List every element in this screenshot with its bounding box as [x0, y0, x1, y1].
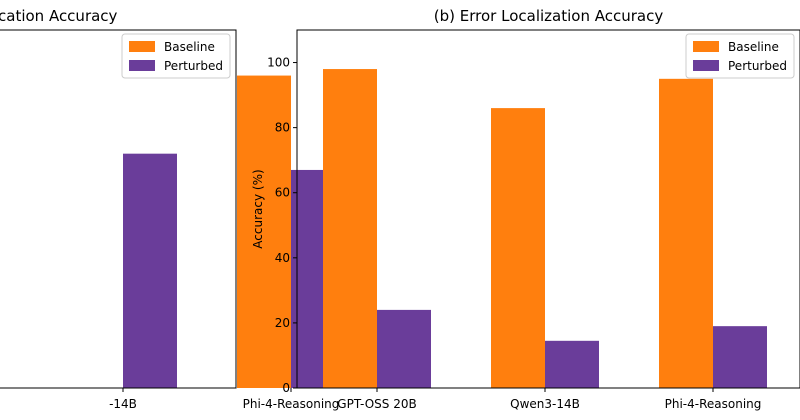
y-tick-label-40: 40	[275, 251, 290, 265]
panel-b-error-localization: (b) Error Localization Accuracy Accuracy…	[251, 7, 800, 411]
legend-swatch-perturbed	[129, 60, 155, 71]
panel-a-bars	[123, 75, 345, 389]
axes-frame	[296, 29, 800, 389]
bar-perturbed-gpt-oss-20b	[377, 309, 431, 388]
x-tick-label-qwen3-14b: Qwen3-14B	[510, 397, 580, 411]
y-tick-label-60: 60	[275, 186, 290, 200]
panel-a-title: cation Accuracy	[0, 7, 118, 25]
bar-baseline-qwen3-14b	[491, 108, 545, 388]
y-tick-label-0: 0	[282, 381, 290, 395]
panel-b-x-ticks: GPT-OSS 20B Qwen3-14B Phi-4-Reasoning	[337, 388, 761, 411]
x-tick-label-qwen3-14b: -14B	[109, 397, 137, 411]
panel-b-axes	[296, 29, 800, 389]
legend-swatch-baseline	[129, 41, 155, 52]
axes-frame	[0, 29, 237, 389]
y-tick-label-80: 80	[275, 121, 290, 135]
legend-swatch-baseline	[693, 41, 719, 52]
panel-a-legend: Baseline Perturbed	[121, 33, 231, 79]
bar-baseline-phi-4-reasoning	[659, 78, 713, 389]
legend-label-baseline: Baseline	[728, 40, 779, 54]
x-tick-label-gpt-oss-20b: GPT-OSS 20B	[337, 397, 416, 411]
panel-b-y-ticks: 0 20 40 60 80 100	[267, 56, 297, 395]
bar-perturbed-qwen3-14b	[545, 340, 599, 388]
y-tick-label-100: 100	[267, 56, 290, 70]
bar-perturbed-qwen3-14b	[123, 153, 177, 388]
panel-a-x-ticks: -14B Phi-4-Reasoning	[109, 388, 340, 411]
bar-baseline-gpt-oss-20b	[323, 69, 377, 389]
legend-label-perturbed: Perturbed	[164, 59, 223, 73]
panel-b-y-axis-label: Accuracy (%)	[251, 169, 265, 248]
y-tick-label-20: 20	[275, 316, 290, 330]
legend-label-baseline: Baseline	[164, 40, 215, 54]
x-tick-label-phi-4-reasoning: Phi-4-Reasoning	[665, 397, 762, 411]
bar-perturbed-phi-4-reasoning	[713, 326, 767, 388]
legend-swatch-perturbed	[693, 60, 719, 71]
legend-label-perturbed: Perturbed	[728, 59, 787, 73]
panel-b-title: (b) Error Localization Accuracy	[434, 7, 664, 25]
x-tick-label-phi-4-reasoning: Phi-4-Reasoning	[243, 397, 340, 411]
panel-b-bars	[323, 69, 767, 389]
panel-b-legend: Baseline Perturbed	[685, 33, 795, 79]
panel-a-classification: cation Accuracy -14B Phi-4-Reasoning Base…	[0, 7, 345, 411]
bar-baseline-phi-4-reasoning	[237, 75, 291, 389]
panel-a-axes	[0, 29, 237, 389]
